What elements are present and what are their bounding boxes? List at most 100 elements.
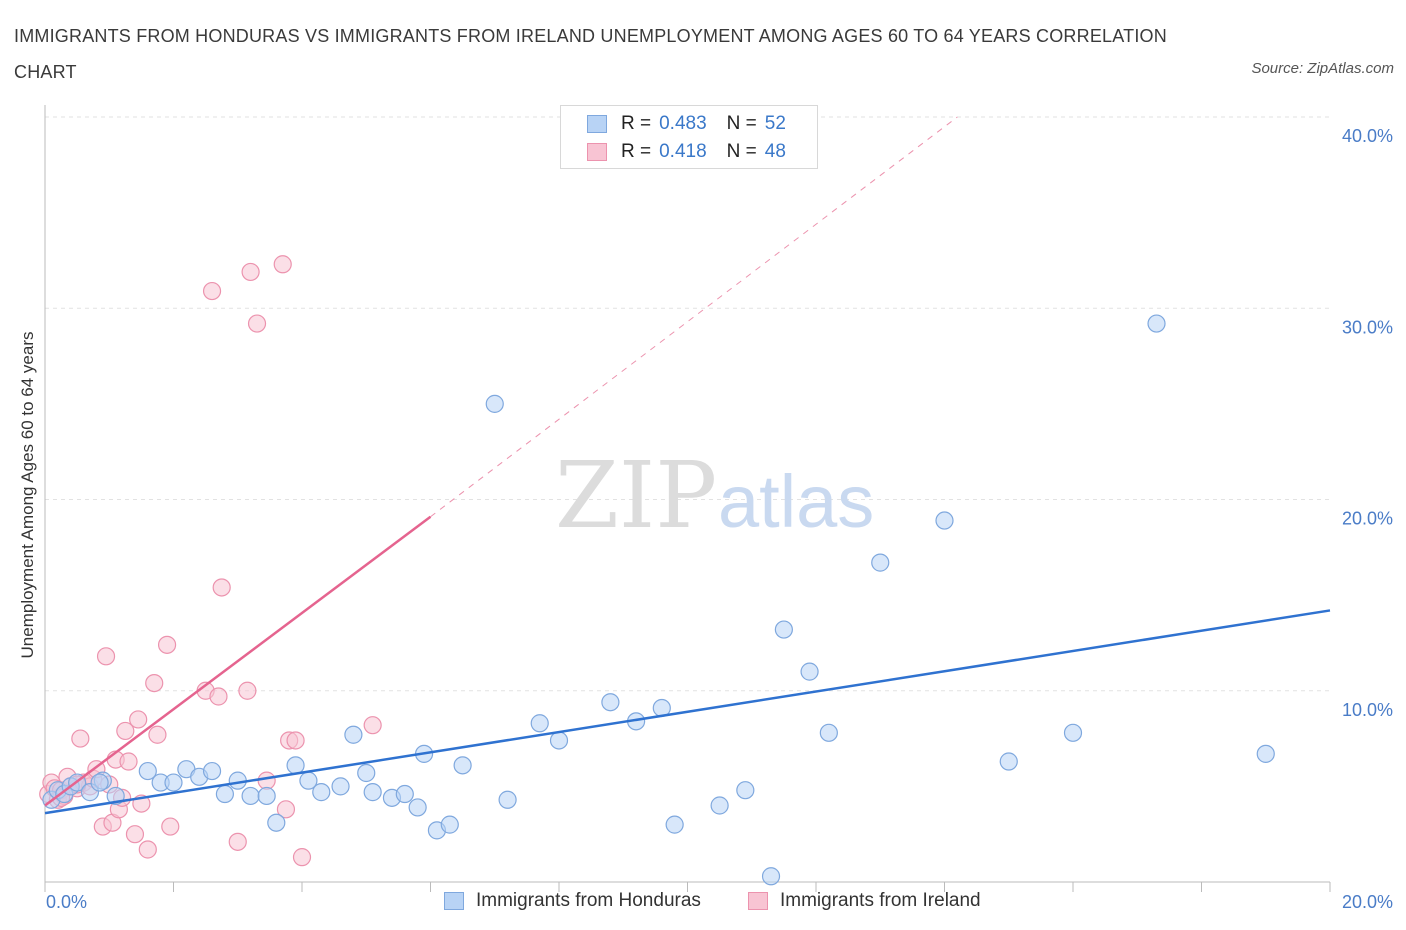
ireland-point bbox=[202, 281, 222, 301]
ireland-point bbox=[148, 725, 167, 744]
honduras-point bbox=[286, 756, 305, 775]
watermark-zip: ZIP bbox=[555, 442, 717, 549]
ireland-point bbox=[292, 848, 312, 867]
y-tick-label: 40.0% bbox=[1342, 126, 1393, 146]
legend-row-ireland: R = 0.418 N = 48 bbox=[587, 140, 786, 164]
honduras-point bbox=[549, 731, 569, 750]
honduras-point bbox=[395, 784, 414, 804]
ireland-trend-extension bbox=[430, 116, 958, 518]
honduras-point bbox=[215, 784, 234, 804]
legend-swatch-ireland bbox=[587, 143, 607, 161]
legend-item-honduras[interactable]: Immigrants from Honduras bbox=[444, 890, 701, 912]
honduras-point bbox=[202, 761, 222, 781]
ireland-point bbox=[228, 832, 247, 851]
source-label: Source: ZipAtlas.com bbox=[1251, 60, 1394, 77]
ireland-point bbox=[157, 635, 177, 654]
ireland-point bbox=[363, 716, 382, 735]
honduras-point bbox=[530, 714, 549, 733]
ireland-point bbox=[286, 731, 305, 750]
ireland-trend-line bbox=[44, 515, 432, 807]
honduras-point bbox=[453, 756, 472, 775]
honduras-point bbox=[999, 752, 1018, 771]
bottom-legend: Immigrants from Honduras Immigrants from… bbox=[0, 890, 1406, 916]
honduras-trend-line bbox=[44, 609, 1331, 815]
legend-swatch-honduras bbox=[444, 892, 464, 910]
ireland-point bbox=[276, 800, 296, 819]
honduras-points bbox=[42, 314, 1275, 886]
ireland-point bbox=[71, 729, 90, 748]
y-tick-label: 30.0% bbox=[1342, 317, 1393, 337]
y-tick-labels: 10.0% 20.0% 30.0% 40.0% bbox=[1342, 126, 1393, 720]
honduras-point bbox=[357, 763, 376, 783]
honduras-point bbox=[241, 786, 260, 806]
ireland-point bbox=[116, 721, 135, 741]
ireland-point bbox=[212, 578, 231, 597]
ireland-point bbox=[125, 825, 145, 844]
y-tick-label: 20.0% bbox=[1342, 509, 1393, 529]
honduras-point bbox=[138, 761, 157, 781]
legend-swatch-ireland bbox=[748, 892, 768, 910]
honduras-point bbox=[665, 815, 684, 834]
honduras-point bbox=[774, 620, 793, 639]
ireland-point bbox=[96, 647, 116, 666]
honduras-point bbox=[819, 723, 838, 742]
ireland-point bbox=[247, 314, 267, 333]
legend-n-label: N = bbox=[726, 113, 757, 134]
x-tick-label-max: 20.0% bbox=[1342, 892, 1393, 912]
legend-item-ireland[interactable]: Immigrants from Ireland bbox=[748, 890, 981, 912]
watermark: ZIP atlas bbox=[555, 442, 874, 549]
grid-lines bbox=[45, 116, 1330, 692]
ireland-point bbox=[209, 687, 228, 706]
legend-label-honduras: Immigrants from Honduras bbox=[476, 890, 701, 911]
ireland-point bbox=[161, 817, 180, 836]
honduras-point bbox=[710, 796, 729, 815]
legend-r-label: R = bbox=[621, 141, 652, 162]
honduras-point bbox=[736, 781, 755, 800]
honduras-point bbox=[498, 790, 517, 809]
honduras-point bbox=[800, 662, 819, 681]
honduras-point bbox=[1063, 723, 1083, 742]
honduras-point bbox=[331, 777, 350, 796]
ireland-point bbox=[129, 710, 148, 729]
legend-n-label: N = bbox=[726, 141, 757, 162]
honduras-point bbox=[257, 786, 276, 806]
x-tick-labels: 0.0% 20.0% bbox=[46, 892, 1393, 912]
honduras-point bbox=[267, 813, 286, 832]
honduras-point bbox=[485, 394, 504, 413]
ireland-point bbox=[138, 840, 157, 859]
honduras-point bbox=[408, 798, 427, 817]
ireland-point bbox=[241, 262, 260, 282]
honduras-point bbox=[312, 783, 331, 802]
honduras-point bbox=[871, 553, 890, 572]
honduras-point bbox=[363, 783, 382, 802]
axes bbox=[44, 105, 1331, 892]
legend-swatch-honduras bbox=[587, 115, 607, 133]
legend-r-label: R = bbox=[621, 113, 652, 134]
honduras-point bbox=[440, 815, 459, 834]
honduras-point bbox=[1256, 744, 1275, 763]
honduras-point bbox=[1147, 314, 1166, 333]
ireland-point bbox=[238, 681, 257, 700]
ireland-point bbox=[145, 673, 164, 693]
legend-r-value-honduras: 0.483 bbox=[659, 113, 707, 134]
legend-stats: R = 0.483 N = 52 R = 0.418 N = 48 bbox=[560, 105, 818, 169]
honduras-point bbox=[601, 693, 620, 712]
honduras-point bbox=[164, 773, 183, 792]
x-tick-label-min: 0.0% bbox=[46, 892, 87, 912]
legend-n-value-ireland: 48 bbox=[764, 141, 786, 162]
y-tick-label: 10.0% bbox=[1342, 700, 1393, 720]
ireland-point bbox=[257, 771, 276, 790]
legend-row-honduras: R = 0.483 N = 52 bbox=[587, 112, 786, 136]
trend-lines bbox=[44, 116, 1331, 815]
legend-label-ireland: Immigrants from Ireland bbox=[780, 890, 981, 911]
ireland-point bbox=[273, 255, 292, 274]
honduras-point bbox=[761, 867, 781, 886]
ireland-point bbox=[119, 752, 138, 771]
chart-title: IMMIGRANTS FROM HONDURAS VS IMMIGRANTS F… bbox=[14, 26, 1167, 82]
honduras-point bbox=[935, 511, 954, 530]
legend-r-value-ireland: 0.418 bbox=[659, 141, 707, 162]
honduras-point bbox=[90, 773, 109, 792]
honduras-point bbox=[344, 725, 363, 744]
legend-n-value-honduras: 52 bbox=[764, 113, 786, 134]
